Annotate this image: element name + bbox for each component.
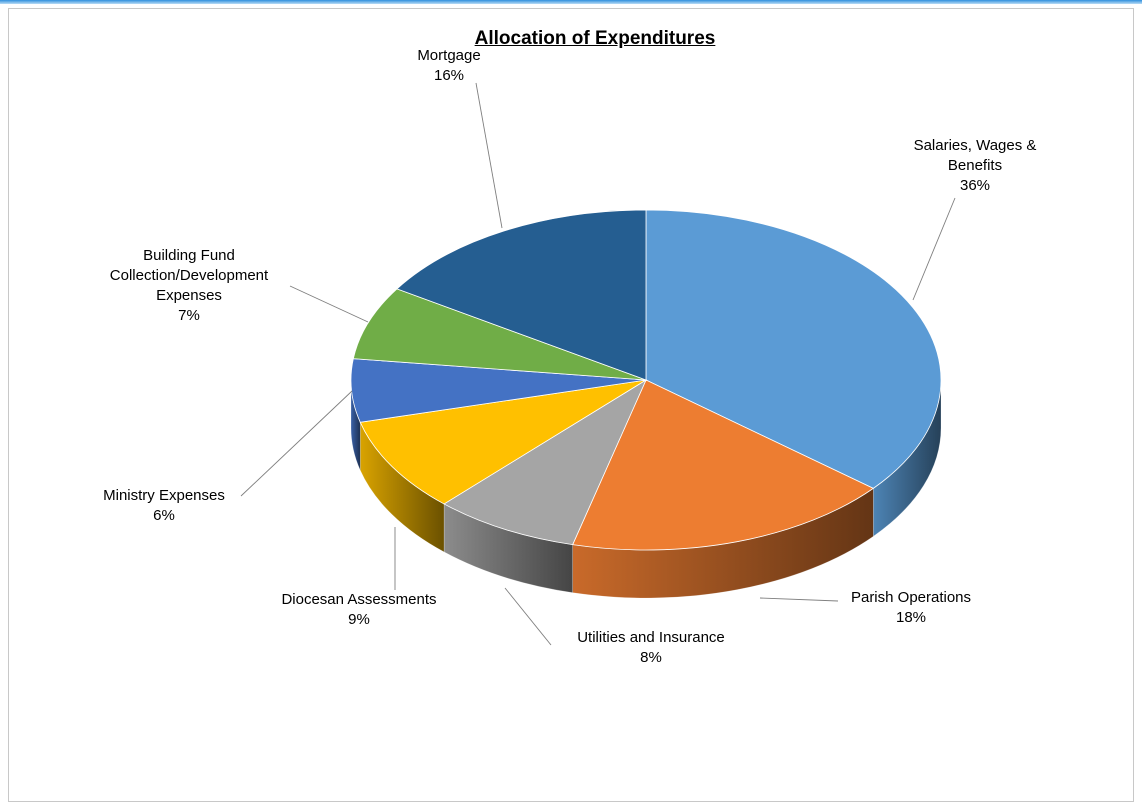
leader-lines (240, 82, 956, 646)
slice-label-percent: 6% (153, 507, 175, 524)
pie-slice-1 (572, 379, 875, 551)
pie-slice-6 (396, 209, 647, 381)
top-rule (0, 0, 1142, 4)
slice-label-name: Mortgage (417, 47, 481, 64)
pie-slice-2 (443, 378, 647, 546)
slice-label-percent: 7% (178, 307, 200, 324)
slice-label-name: Diocesan Assessments (281, 591, 437, 608)
slice-label-name: Salaries, Wages & Benefits (913, 137, 1037, 174)
slice-label: Mortgage 16% (329, 46, 569, 86)
slice-label-percent: 18% (895, 609, 927, 626)
slice-label-name: Parish Operations (850, 589, 972, 606)
pie-slice-3 (359, 379, 647, 505)
slice-label: Ministry Expenses 6% (44, 486, 284, 526)
slice-label-percent: 9% (348, 611, 370, 628)
leader-line-1 (759, 597, 839, 602)
slice-label-name: Utilities and Insurance (577, 629, 725, 646)
leader-line-0 (912, 197, 956, 301)
pie-slice-0 (645, 209, 942, 489)
slice-label-percent: 16% (433, 67, 465, 84)
leader-line-2 (504, 587, 552, 646)
leader-line-5 (289, 285, 369, 323)
slice-label: Building Fund Collection/Development Exp… (69, 246, 309, 326)
slice-label: Parish Operations 18% (791, 588, 1031, 628)
leader-line-6 (475, 82, 503, 229)
leader-line-4 (240, 390, 353, 497)
chart-title: Allocation of Expenditures (474, 28, 716, 49)
slice-label-name: Building Fund Collection/Development Exp… (109, 247, 269, 304)
slice-label-name: Ministry Expenses (103, 487, 225, 504)
pie-slice-5 (352, 288, 647, 381)
pie-side-walls (350, 379, 942, 599)
slice-label: Salaries, Wages & Benefits 36% (855, 136, 1095, 196)
slice-label-percent: 8% (640, 649, 662, 666)
slice-label: Utilities and Insurance 8% (531, 628, 771, 668)
slice-label: Diocesan Assessments 9% (239, 590, 479, 630)
slice-label-percent: 36% (959, 177, 991, 194)
pie-top (350, 209, 942, 551)
chart-frame (8, 8, 1134, 802)
